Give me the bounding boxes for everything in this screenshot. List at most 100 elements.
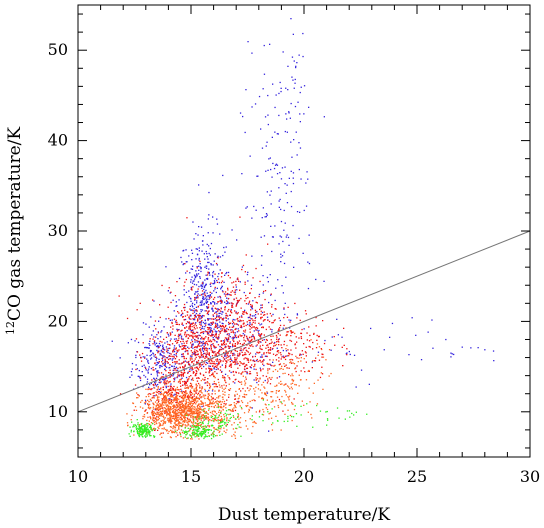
data-point xyxy=(210,349,212,351)
data-point xyxy=(165,318,167,320)
data-point xyxy=(298,374,300,376)
data-points xyxy=(111,18,495,440)
data-point xyxy=(165,421,167,423)
data-point xyxy=(215,334,217,336)
data-point xyxy=(292,403,294,405)
data-point xyxy=(260,370,262,372)
data-point xyxy=(366,413,368,415)
data-point xyxy=(183,410,185,413)
data-point xyxy=(211,323,213,325)
data-point xyxy=(234,291,237,293)
data-point xyxy=(293,398,295,400)
data-point xyxy=(223,427,225,429)
data-point xyxy=(236,331,239,333)
data-point xyxy=(199,363,202,365)
data-point xyxy=(152,402,154,404)
data-point xyxy=(234,405,236,407)
data-point xyxy=(193,420,195,422)
data-point xyxy=(136,428,138,430)
data-point xyxy=(208,347,210,350)
data-point xyxy=(177,335,179,337)
data-point xyxy=(289,330,292,332)
data-point xyxy=(251,106,253,108)
data-point xyxy=(208,426,210,428)
data-point xyxy=(145,423,147,426)
data-point xyxy=(233,291,235,293)
data-point xyxy=(211,308,213,310)
data-point xyxy=(196,397,198,400)
data-point xyxy=(210,335,212,337)
data-point xyxy=(193,283,196,286)
data-point xyxy=(144,403,146,405)
data-point xyxy=(197,350,199,353)
data-point xyxy=(158,417,161,420)
data-point xyxy=(195,346,197,348)
data-point xyxy=(219,300,221,302)
data-point xyxy=(155,407,157,409)
data-point xyxy=(302,252,304,254)
data-point xyxy=(411,317,413,319)
data-point xyxy=(268,326,270,328)
data-point xyxy=(236,361,238,363)
data-point xyxy=(282,327,284,329)
data-point xyxy=(250,318,252,320)
data-point xyxy=(173,361,176,363)
data-point xyxy=(206,306,208,308)
data-point xyxy=(302,353,304,355)
data-point xyxy=(217,278,220,280)
data-point xyxy=(162,393,164,396)
data-point xyxy=(190,279,192,281)
data-point xyxy=(220,282,223,284)
data-point xyxy=(198,412,200,414)
data-point xyxy=(157,331,159,333)
data-point xyxy=(278,114,280,117)
data-point xyxy=(345,353,347,355)
data-point xyxy=(202,314,204,317)
data-point xyxy=(183,432,185,434)
data-point xyxy=(171,401,173,404)
data-point xyxy=(211,410,214,412)
data-point xyxy=(195,316,197,318)
data-point xyxy=(224,301,226,303)
data-point xyxy=(249,314,252,316)
data-point xyxy=(146,428,148,431)
data-point xyxy=(127,342,129,344)
data-point xyxy=(166,361,168,363)
data-point xyxy=(188,395,190,397)
data-point xyxy=(179,382,181,384)
data-point xyxy=(163,381,165,383)
data-point xyxy=(202,281,204,283)
data-point xyxy=(153,435,155,437)
data-point xyxy=(150,382,152,385)
data-point xyxy=(282,355,284,357)
data-point xyxy=(146,378,149,380)
data-point xyxy=(240,426,242,429)
data-point xyxy=(293,60,295,62)
data-point xyxy=(255,360,258,362)
data-point xyxy=(224,379,226,381)
data-point xyxy=(197,296,199,298)
data-point xyxy=(210,395,212,398)
data-point xyxy=(232,325,235,327)
data-point xyxy=(220,371,223,373)
data-point xyxy=(261,316,263,318)
data-point xyxy=(197,281,200,283)
data-point xyxy=(287,409,289,411)
data-point xyxy=(427,331,429,333)
data-point xyxy=(192,337,194,339)
data-point xyxy=(234,405,236,408)
data-point xyxy=(255,386,257,389)
data-point xyxy=(184,404,186,406)
data-point xyxy=(181,392,183,394)
data-point xyxy=(140,424,143,426)
data-point xyxy=(167,385,169,388)
data-point xyxy=(206,348,209,350)
data-point xyxy=(143,428,145,430)
data-point xyxy=(240,315,243,317)
data-point xyxy=(182,355,185,358)
data-point xyxy=(200,325,202,327)
data-point xyxy=(131,374,133,376)
data-point xyxy=(201,432,203,435)
data-point xyxy=(218,337,220,339)
data-point xyxy=(279,81,281,84)
